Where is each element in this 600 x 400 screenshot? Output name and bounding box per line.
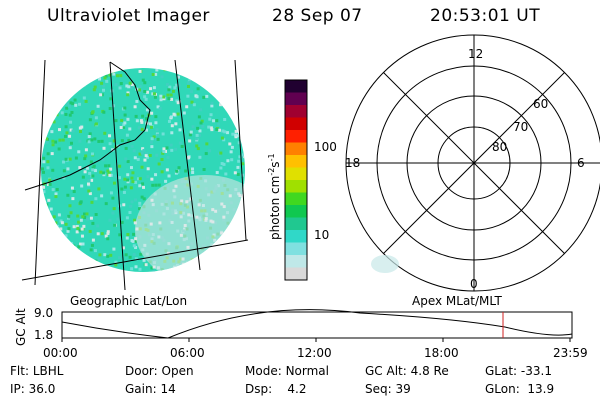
color-bar-segment [285, 155, 307, 168]
gc-alt-ylabel: GC Alt [14, 308, 28, 346]
ip-info: IP: 36.0 [10, 382, 56, 396]
filter-info: Flt: LBHL [10, 364, 64, 378]
color-bar-segment [285, 230, 307, 243]
apex-caption: Apex MLat/MLT [412, 294, 502, 308]
color-bar-segment [285, 267, 307, 281]
time-label: 20:53:01 UT [430, 6, 541, 26]
color-bar-segment [285, 255, 307, 268]
color-bar-segment [285, 117, 307, 131]
geographic-grid [21, 59, 249, 291]
date-label: 28 Sep 07 [272, 6, 363, 26]
seq-info: Seq: 39 [365, 382, 411, 396]
glat-info: GLat: -33.1 [485, 364, 552, 378]
color-bar-segment [285, 142, 307, 156]
mlt-label-6: 6 [577, 156, 585, 170]
gc-alt-xtick-1: 06:00 [170, 346, 205, 360]
gc-alt-xtick-4: 23:59 [553, 346, 588, 360]
color-bar-segment [285, 167, 307, 181]
mlat-label-60: 60 [533, 97, 549, 111]
color-bar [284, 79, 308, 281]
gc-alt-xtick-3: 18:00 [424, 346, 459, 360]
color-bar-segment [285, 80, 307, 93]
mlt-label-12: 12 [468, 47, 484, 61]
color-bar-segment [285, 92, 307, 106]
color-bar-segment [285, 130, 307, 143]
mode-info: Mode: Normal [245, 364, 329, 378]
gc-alt-info: GC Alt: 4.8 Re [365, 364, 449, 378]
color-bar-segment [285, 205, 307, 218]
mlt-label-18: 18 [345, 156, 361, 170]
gc-alt-ytick-low: 1.8 [34, 328, 54, 342]
instrument-title: Ultraviolet Imager [47, 6, 210, 26]
polar-auroral-patch [371, 255, 399, 273]
color-bar-segment [285, 242, 307, 256]
uv-image-disk [41, 68, 245, 272]
gc-alt-xtick-2: 12:00 [297, 346, 332, 360]
gc-alt-xtick-0: 00:00 [43, 346, 78, 360]
gain-info: Gain: 14 [125, 382, 176, 396]
door-info: Door: Open [125, 364, 194, 378]
color-bar-segment [285, 105, 307, 118]
color-bar-segment [285, 180, 307, 193]
dsp-info: Dsp: 4.2 [245, 382, 307, 396]
colorbar-tick-10: 10 [314, 228, 330, 242]
gc-alt-ytick-high: 9.0 [34, 306, 54, 320]
colorbar-unit-label: photon cm-2s-1 [267, 153, 282, 240]
colorbar-tick-100: 100 [314, 140, 337, 154]
geographic-caption: Geographic Lat/Lon [70, 294, 188, 308]
color-bar-segment [285, 217, 307, 231]
glon-info: GLon: 13.9 [485, 382, 555, 396]
polar-grid [345, 34, 600, 292]
color-bar-segment [285, 192, 307, 206]
mlat-label-70: 70 [513, 120, 529, 134]
gc-alt-plot [61, 309, 573, 342]
mlt-label-0: 0 [470, 277, 478, 291]
mlat-label-80: 80 [492, 140, 508, 154]
